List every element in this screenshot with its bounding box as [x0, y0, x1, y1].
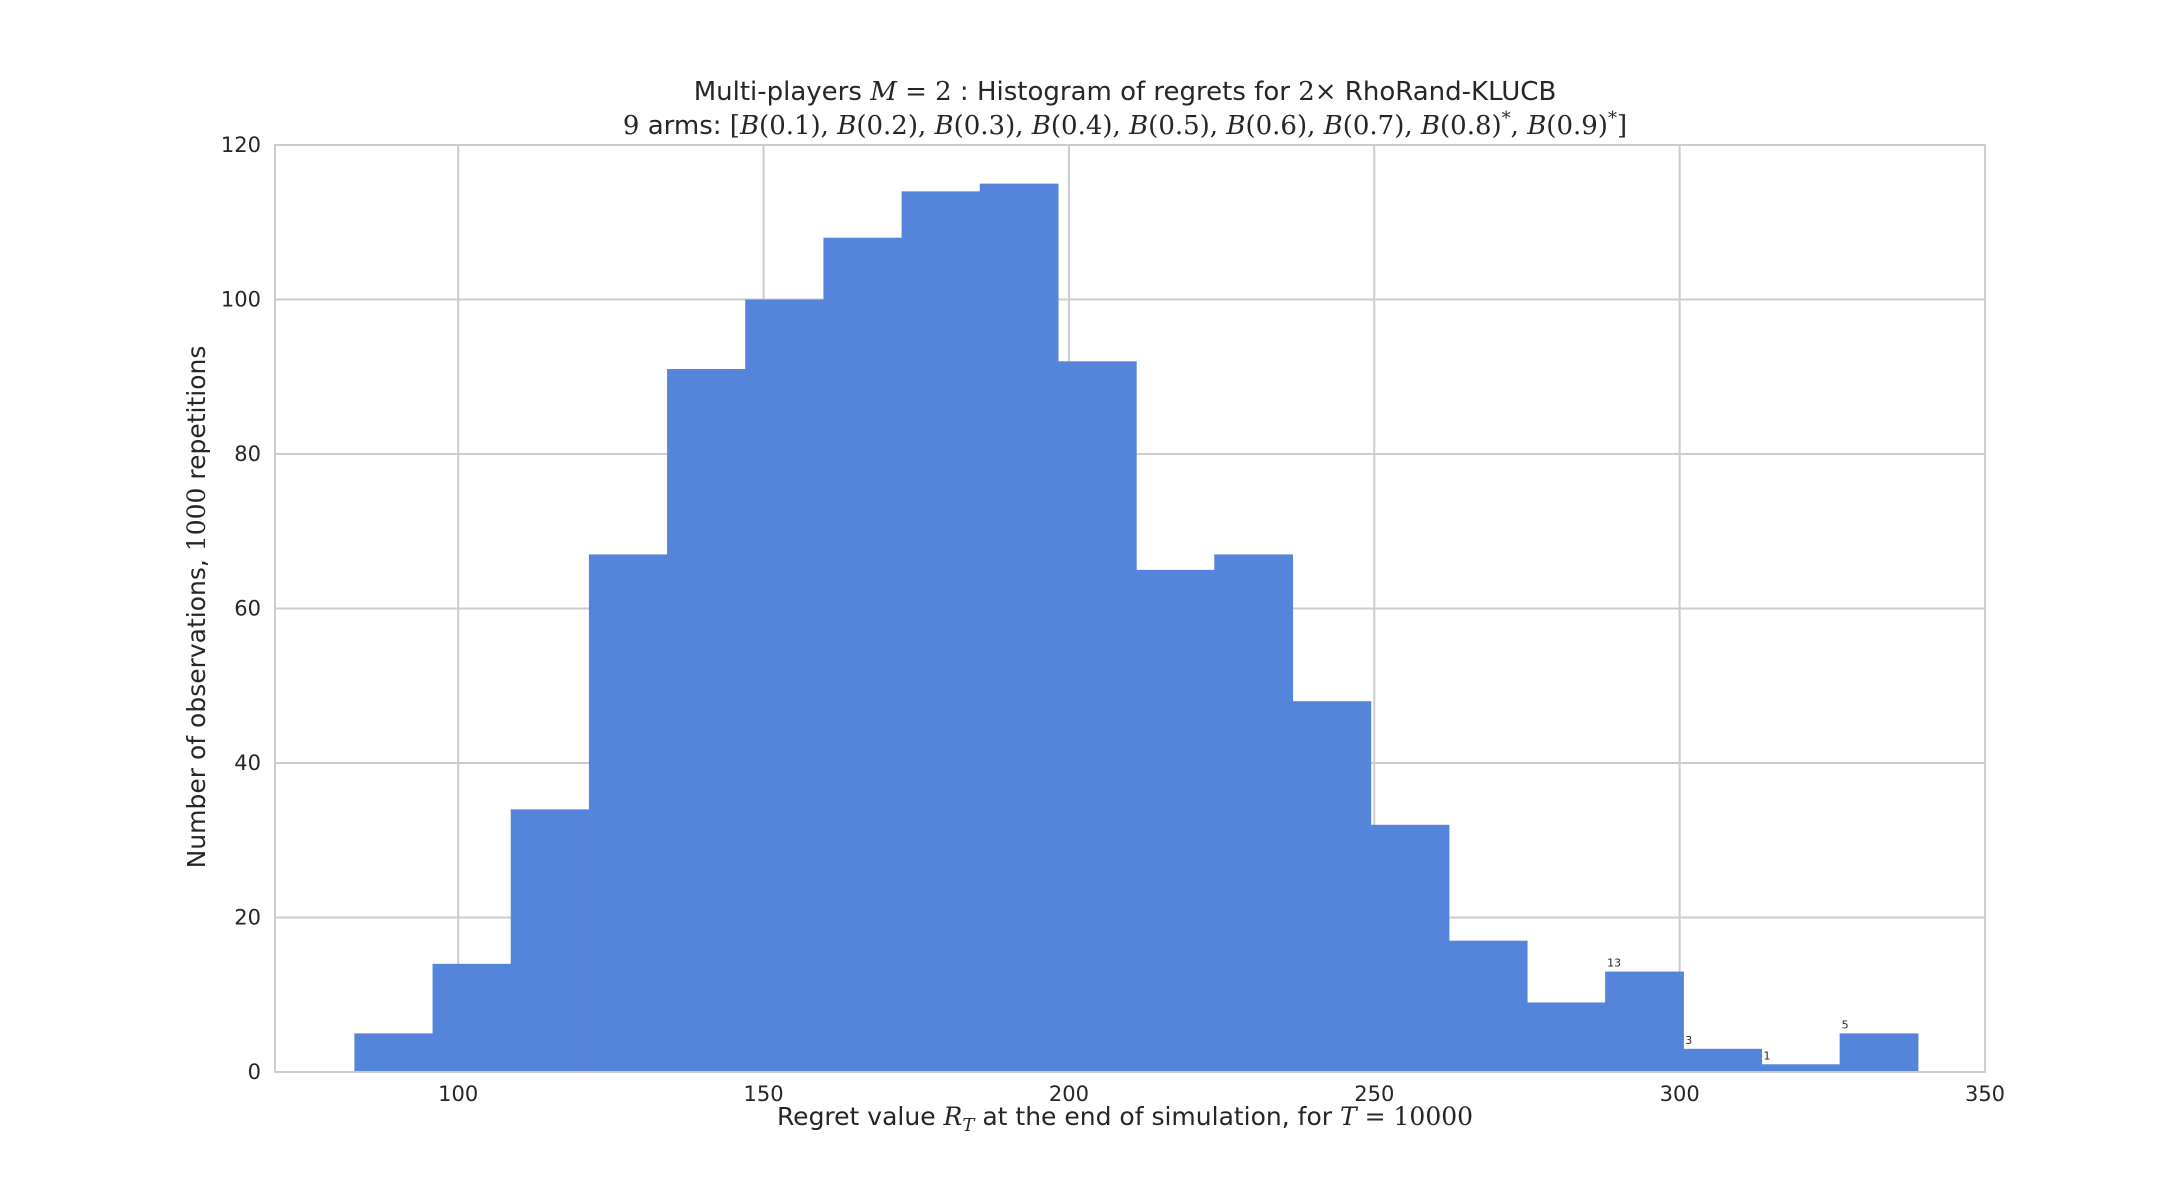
y-tick-label: 120: [221, 133, 261, 157]
histogram-bar: [588, 554, 668, 1072]
y-axis-label: Number of observations, 1000 repetitions: [182, 346, 211, 869]
y-tick-label: 40: [234, 751, 261, 775]
histogram-bar: [1839, 1033, 1919, 1072]
histogram-bar: [510, 809, 590, 1072]
bar-value-label: 1: [1763, 1049, 1770, 1062]
histogram-bar: [1214, 554, 1294, 1072]
x-tick-label: 100: [438, 1082, 478, 1106]
x-tick-label: 150: [744, 1082, 784, 1106]
histogram-bar: [1448, 940, 1528, 1072]
x-tick-label: 250: [1354, 1082, 1394, 1106]
histogram-bar: [1683, 1048, 1763, 1072]
x-tick-label: 300: [1660, 1082, 1700, 1106]
y-tick-label: 80: [234, 442, 261, 466]
histogram-bar: [901, 191, 981, 1073]
histogram-bar: [979, 183, 1059, 1072]
y-tick-label: 100: [221, 288, 261, 312]
y-tick-label: 0: [248, 1060, 261, 1084]
histogram-bar: [354, 1033, 434, 1072]
histogram-bar: [432, 963, 512, 1072]
histogram-bar: [823, 237, 903, 1072]
bar-value-labels: 13 3 1 5: [1607, 957, 1849, 1063]
x-tick-labels: 100 150 200 250 300 350: [438, 1082, 2005, 1106]
x-tick-label: 200: [1049, 1082, 1089, 1106]
histogram-bar: [1292, 701, 1372, 1072]
histogram-bars: [354, 183, 1919, 1073]
histogram-bar: [1136, 569, 1215, 1072]
bar-value-label: 5: [1842, 1018, 1849, 1031]
y-tick-labels: 0 20 40 60 80 100 120: [221, 133, 261, 1084]
plot-frame: [274, 144, 1986, 1073]
chart-subtitle: 9 arms: [B(0.1), B(0.2), B(0.3), B(0.4),…: [623, 108, 1627, 141]
histogram-bar: [745, 299, 825, 1072]
x-axis-label: Regret value RT at the end of simulation…: [777, 1102, 1473, 1136]
histogram-bar: [1370, 824, 1450, 1072]
bar-value-label: 3: [1685, 1034, 1692, 1047]
histogram-bar: [1057, 361, 1137, 1072]
histogram-bar: [667, 369, 746, 1072]
y-tick-label: 60: [234, 597, 261, 621]
chart-title: Multi-players M = 2 : Histogram of regre…: [694, 77, 1557, 107]
histogram-bar: [1526, 1002, 1606, 1072]
x-tick-label: 350: [1965, 1082, 2005, 1106]
histogram-bar: [1761, 1064, 1841, 1072]
y-tick-label: 20: [234, 906, 261, 930]
bar-value-label: 13: [1607, 957, 1621, 970]
histogram-bar: [1605, 971, 1684, 1072]
